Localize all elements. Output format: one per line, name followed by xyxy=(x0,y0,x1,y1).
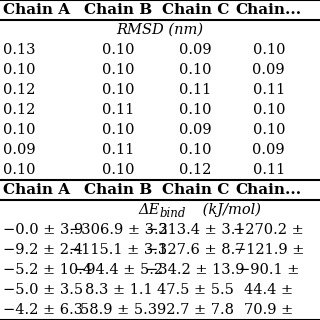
Text: 0.10: 0.10 xyxy=(252,123,285,137)
Text: (kJ/mol): (kJ/mol) xyxy=(198,203,261,217)
Text: 0.12: 0.12 xyxy=(3,83,36,97)
Text: Chain A: Chain A xyxy=(3,183,70,197)
Text: 92.7 ± 7.8: 92.7 ± 7.8 xyxy=(157,303,234,317)
Text: −34.2 ± 13.9: −34.2 ± 13.9 xyxy=(146,263,244,277)
Text: 0.12: 0.12 xyxy=(3,103,36,117)
Text: −5.0 ± 3.5: −5.0 ± 3.5 xyxy=(3,283,83,297)
Text: 0.11: 0.11 xyxy=(253,83,285,97)
Text: 0.10: 0.10 xyxy=(3,163,36,177)
Text: RMSD (nm): RMSD (nm) xyxy=(116,23,204,37)
Text: 0.09: 0.09 xyxy=(179,123,212,137)
Text: 47.5 ± 5.5: 47.5 ± 5.5 xyxy=(157,283,234,297)
Text: 0.09: 0.09 xyxy=(252,63,285,77)
Text: Chain C: Chain C xyxy=(162,3,229,17)
Text: 0.13: 0.13 xyxy=(3,43,36,57)
Text: −5.2 ± 10.4: −5.2 ± 10.4 xyxy=(3,263,92,277)
Text: 0.10: 0.10 xyxy=(102,163,135,177)
Text: −9.2 ± 2.4: −9.2 ± 2.4 xyxy=(3,243,83,257)
Text: 0.10: 0.10 xyxy=(252,103,285,117)
Text: Chain B: Chain B xyxy=(84,3,153,17)
Text: 0.10: 0.10 xyxy=(3,123,36,137)
Text: 0.10: 0.10 xyxy=(102,63,135,77)
Text: 0.11: 0.11 xyxy=(102,103,134,117)
Text: −313.4 ± 3.1: −313.4 ± 3.1 xyxy=(146,223,244,237)
Text: −4.2 ± 6.3: −4.2 ± 6.3 xyxy=(3,303,83,317)
Text: Chain A: Chain A xyxy=(3,3,70,17)
Text: 70.9 ±: 70.9 ± xyxy=(244,303,293,317)
Text: 0.09: 0.09 xyxy=(3,143,36,157)
Text: 0.11: 0.11 xyxy=(102,143,134,157)
Text: ΔE: ΔE xyxy=(139,203,160,217)
Text: −0.0 ± 3.9: −0.0 ± 3.9 xyxy=(3,223,84,237)
Text: 0.10: 0.10 xyxy=(179,103,212,117)
Text: 0.10: 0.10 xyxy=(179,63,212,77)
Text: Chain B: Chain B xyxy=(84,183,153,197)
Text: 0.11: 0.11 xyxy=(253,163,285,177)
Text: 0.10: 0.10 xyxy=(102,123,135,137)
Text: −90.1 ±: −90.1 ± xyxy=(238,263,300,277)
Text: 44.4 ±: 44.4 ± xyxy=(244,283,293,297)
Text: 0.10: 0.10 xyxy=(102,43,135,57)
Text: −94.4 ± 5.2: −94.4 ± 5.2 xyxy=(74,263,163,277)
Text: −127.6 ± 8.7: −127.6 ± 8.7 xyxy=(146,243,244,257)
Text: −306.9 ± 3.2: −306.9 ± 3.2 xyxy=(69,223,168,237)
Text: Chain...: Chain... xyxy=(236,3,302,17)
Text: 0.09: 0.09 xyxy=(179,43,212,57)
Text: 8.3 ± 1.1: 8.3 ± 1.1 xyxy=(84,283,152,297)
Text: 0.12: 0.12 xyxy=(179,163,212,177)
Text: bind: bind xyxy=(160,207,186,220)
Text: 0.10: 0.10 xyxy=(102,83,135,97)
Text: 58.9 ± 5.3: 58.9 ± 5.3 xyxy=(80,303,157,317)
Text: 0.10: 0.10 xyxy=(179,143,212,157)
Text: 0.09: 0.09 xyxy=(252,143,285,157)
Text: 0.11: 0.11 xyxy=(179,83,211,97)
Text: −270.2 ±: −270.2 ± xyxy=(233,223,304,237)
Text: Chain C: Chain C xyxy=(162,183,229,197)
Text: −115.1 ± 3.3: −115.1 ± 3.3 xyxy=(69,243,168,257)
Text: 0.10: 0.10 xyxy=(3,63,36,77)
Text: −121.9 ±: −121.9 ± xyxy=(234,243,304,257)
Text: 0.10: 0.10 xyxy=(252,43,285,57)
Text: Chain...: Chain... xyxy=(236,183,302,197)
